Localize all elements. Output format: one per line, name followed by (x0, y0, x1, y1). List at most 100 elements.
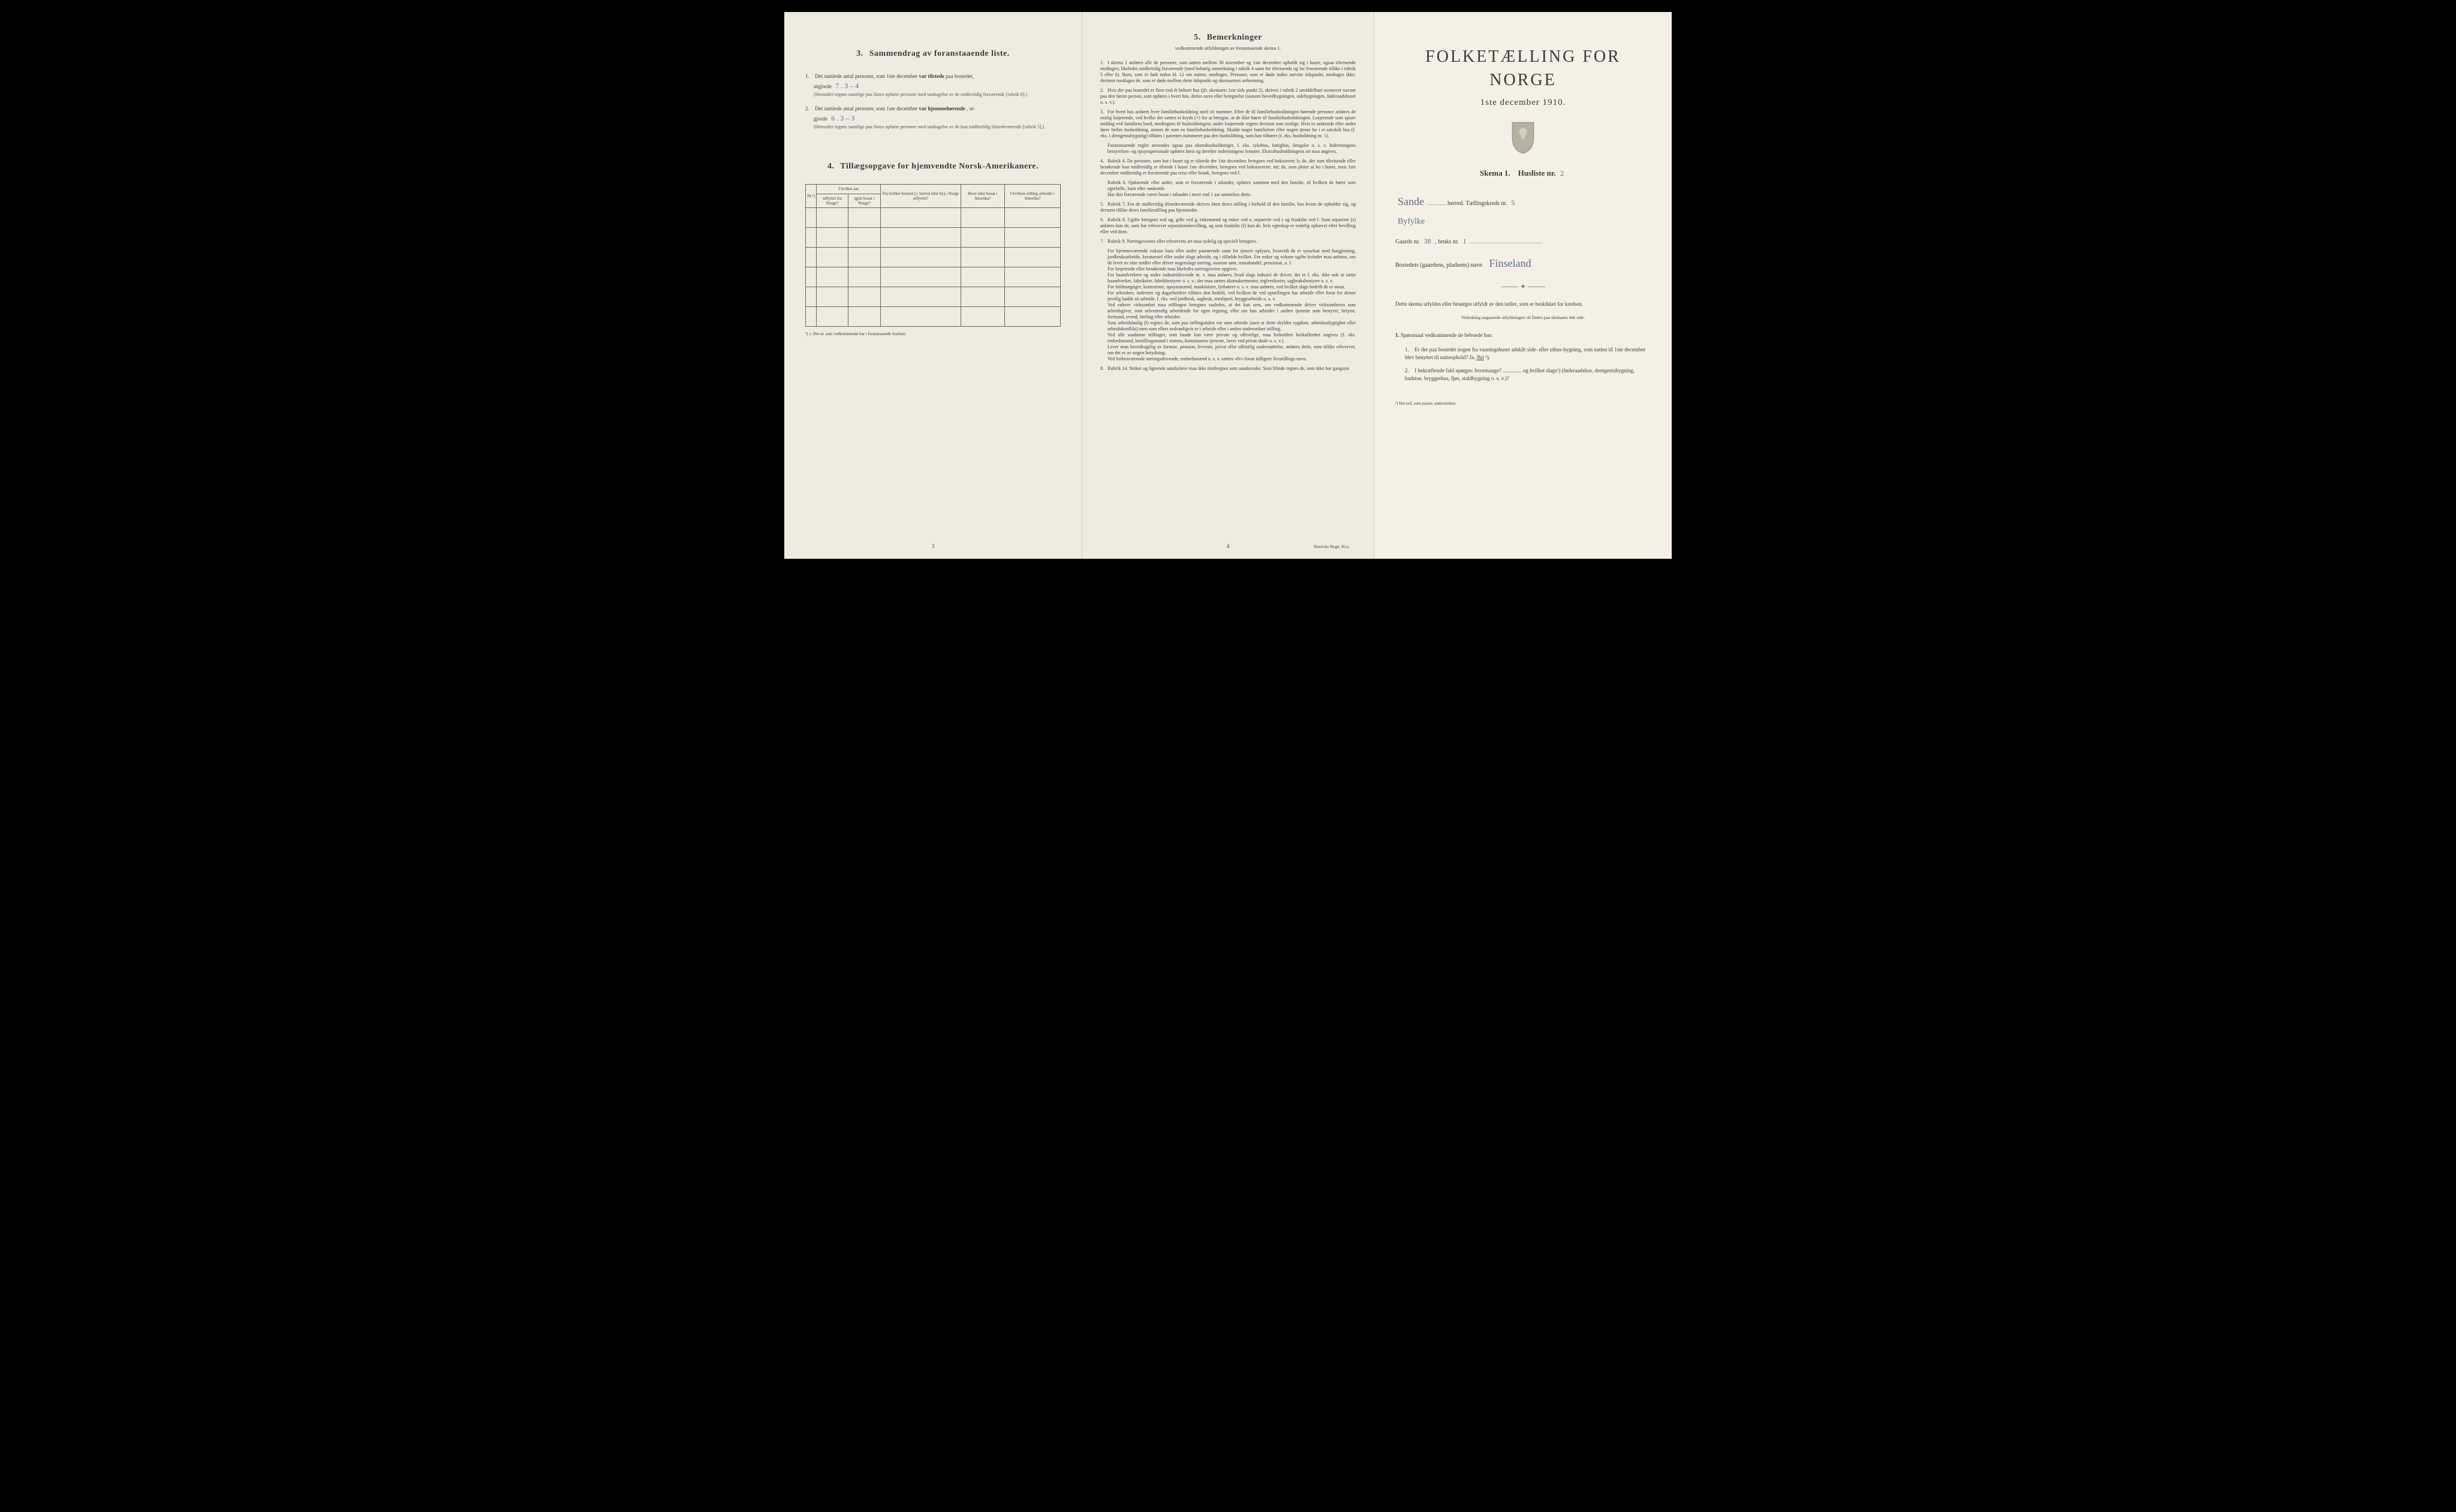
item-num: 1. (805, 72, 814, 80)
bottom-footnote: ¹) Det ord, som passer, understrekes. (1395, 401, 1651, 407)
text: paa bostedet, (946, 73, 974, 79)
para-num: 4. (1100, 158, 1107, 164)
bemerkning-para: 5.Rubrik 7. For de midlertidig tilstedev… (1100, 201, 1356, 213)
para-text: For hjemmeværende voksne barn eller andr… (1107, 248, 1356, 266)
q-text: I bekræftende fald spørges: hvormange? .… (1405, 368, 1635, 382)
q-num: 2. (1405, 367, 1413, 375)
table-row (806, 307, 1061, 327)
skema-line: Skema 1. Husliste nr. 2 (1395, 168, 1651, 179)
kreds-hand: 5 (1509, 198, 1517, 207)
bemerkning-para: 7.Rubrik 9. Næringsveiens eller erhverve… (1100, 239, 1356, 245)
bemerkning-indent: For haandverkere og andre industridriven… (1107, 272, 1356, 284)
herred-hand: Sande (1395, 195, 1426, 207)
bold-text: var hjemmehørende (919, 106, 965, 112)
para-text: Hvis der paa bostedet er flere end ét be… (1100, 88, 1356, 105)
para-text: Ved enhver virksomhet maa stillingen bet… (1107, 302, 1356, 320)
text: Det samlede antal personer, som 1ste dec… (815, 73, 919, 79)
para-num: 6. (1100, 217, 1107, 223)
q-head-num: 1. (1395, 332, 1399, 338)
bemerkning-indent: Ved enhver virksomhet maa stillingen bet… (1107, 302, 1356, 320)
section-5-title: Bemerkninger (1207, 33, 1262, 42)
text: , ut- (967, 106, 976, 112)
section-5-num: 5. (1194, 33, 1201, 42)
skema-label: Skema 1. (1480, 168, 1510, 177)
section-3-num: 3. (856, 49, 863, 58)
husliste-label: Husliste nr. (1518, 168, 1556, 177)
th-nr: Nr.¹) (806, 185, 817, 208)
bruks-nr-hand: 1 (1461, 237, 1469, 245)
bemerkning-para: 6.Rubrik 8. Ugifte betegnes ved ug, gift… (1100, 217, 1356, 235)
bemerkning-indent: For hjemmeværende voksne barn eller andr… (1107, 248, 1356, 266)
para-text: Lever man hovedsagelig av formue, pensio… (1107, 344, 1356, 356)
para-text: For arbeidere, inderster og dagarbeidere… (1107, 290, 1356, 302)
text: Det samlede antal personer, som 1ste dec… (815, 106, 919, 112)
bosted-line: Bostedets (gaardens, pladsens) navn Fins… (1395, 254, 1651, 273)
divider-ornament: ⸻ ✦ ⸻ (1395, 282, 1651, 292)
bemerkning-para: 4.Rubrik 4. De personer, som bor i huset… (1100, 158, 1356, 176)
herred-label: herred. Tællingskreds nr. (1447, 200, 1507, 207)
para-num: 2. (1100, 88, 1107, 94)
para-num: 7. (1100, 239, 1107, 245)
page-middle: 5. Bemerkninger vedkommende utfyldningen… (1082, 12, 1374, 559)
main-title: FOLKETÆLLING FOR NORGE (1395, 45, 1651, 92)
q-nei-underlined: Nei (1476, 354, 1484, 360)
handwritten-value: 6 . 3 – 3 (829, 114, 857, 122)
para-text: Rubrik 7. For de midlertidig tilstedevær… (1100, 201, 1356, 213)
th-utflyttet: utflyttet fra Norge? (817, 194, 848, 208)
para-text: I skema 1 anføres alle de personer, som … (1100, 60, 1356, 83)
bemerkning-para: 2.Hvis der paa bostedet er flere end ét … (1100, 88, 1356, 106)
th-aar: I hvilket aar (817, 185, 881, 194)
bosted-navn-hand: Finseland (1486, 257, 1533, 269)
para-text: Rubrik 14. Sinker og lignende aandssløve… (1107, 366, 1350, 371)
bemerkning-para: 1.I skema 1 anføres alle de personer, so… (1100, 60, 1356, 84)
para-text: Foranstaaende regler anvendes ogsaa paa … (1107, 143, 1356, 154)
para-num: 1. (1100, 60, 1107, 66)
section-5-sub: vedkommende utfyldningen av foranstaaend… (1100, 45, 1356, 52)
text: gjorde (814, 116, 829, 122)
item-3-1: 1. Det samlede antal personer, som 1ste … (805, 72, 1061, 98)
section-4-title: Tillægsopgave for hjemvendte Norsk-Ameri… (840, 162, 1039, 171)
table-row (806, 287, 1061, 307)
husliste-nr-hand: 2 (1558, 169, 1566, 177)
bemerkning-indent: For losjerende eller besøkende maa likel… (1107, 266, 1356, 272)
gaards-nr-hand: 38 (1422, 237, 1434, 245)
bemerkning-indent: Lever man hovedsagelig av formue, pensio… (1107, 344, 1356, 356)
bemerkninger-body: 1.I skema 1 anføres alle de personer, so… (1100, 60, 1356, 372)
section-5-heading: 5. Bemerkninger (1100, 32, 1356, 44)
para-text: For hvert hus anføres hver familiehushol… (1100, 109, 1356, 138)
para-num: 5. (1100, 201, 1107, 207)
handwritten-value: 7 . 3 – 4 (833, 82, 861, 90)
section-4-num: 4. (827, 162, 835, 171)
bemerkning-indent: Rubrik 6. Sjøfarende eller andre, som er… (1107, 180, 1356, 192)
q-num: 1. (1405, 346, 1413, 354)
page-left: 3. Sammendrag av foranstaaende liste. 1.… (784, 12, 1082, 559)
table-row (806, 248, 1061, 267)
table-header-row: Nr.¹) I hvilket aar Fra hvilket bosted (… (806, 185, 1061, 194)
para-text: Som arbeidsløslig (l) regnes de, som paa… (1107, 320, 1356, 332)
coat-of-arms-icon (1395, 121, 1651, 157)
section-3-heading: 3. Sammendrag av foranstaaende liste. (805, 48, 1061, 60)
bemerkning-indent: Ved alle saadanne stillinger, som baade … (1107, 332, 1356, 344)
amerikanere-table: Nr.¹) I hvilket aar Fra hvilket bosted (… (805, 184, 1061, 327)
q-text: Er der paa bostedet nogen fra vaaningshu… (1405, 347, 1645, 361)
bemerkning-indent: Foranstaaende regler anvendes ogsaa paa … (1107, 143, 1356, 155)
para-text: For losjerende eller besøkende maa likel… (1107, 266, 1238, 272)
bruks-label: , bruks nr. (1435, 239, 1459, 245)
main-subtitle: 1ste december 1910. (1395, 97, 1651, 109)
para-text: Ved alle saadanne stillinger, som baade … (1107, 332, 1356, 344)
section-3-title: Sammendrag av foranstaaende liste. (869, 49, 1010, 58)
item-3-2: 2. Det samlede antal personer, som 1ste … (805, 104, 1061, 131)
bemerkning-para: 3.For hvert hus anføres hver familiehush… (1100, 109, 1356, 139)
para-text: Har den fraværende været bosat i utlande… (1107, 192, 1251, 197)
para-num: 3. (1100, 109, 1107, 115)
paren-note: (Herunder regnes samtlige paa listen opf… (814, 124, 1061, 130)
bemerkning-indent: For arbeidere, inderster og dagarbeidere… (1107, 290, 1356, 302)
q-sup: ¹). (1485, 354, 1490, 360)
para-text: For fuldmægtiger, kontorister, opsynsmæn… (1107, 284, 1346, 290)
question-1: 1. Er der paa bostedet nogen fra vaaning… (1405, 346, 1651, 362)
item-num: 2. (805, 104, 814, 113)
para-text: Rubrik 8. Ugifte betegnes ved ug, gifte … (1100, 217, 1356, 234)
bemerkning-indent: For fuldmægtiger, kontorister, opsynsmæn… (1107, 284, 1356, 290)
question-2: 2. I bekræftende fald spørges: hvormange… (1405, 367, 1651, 383)
bosted-label: Bostedets (gaardens, pladsens) navn (1395, 262, 1482, 269)
